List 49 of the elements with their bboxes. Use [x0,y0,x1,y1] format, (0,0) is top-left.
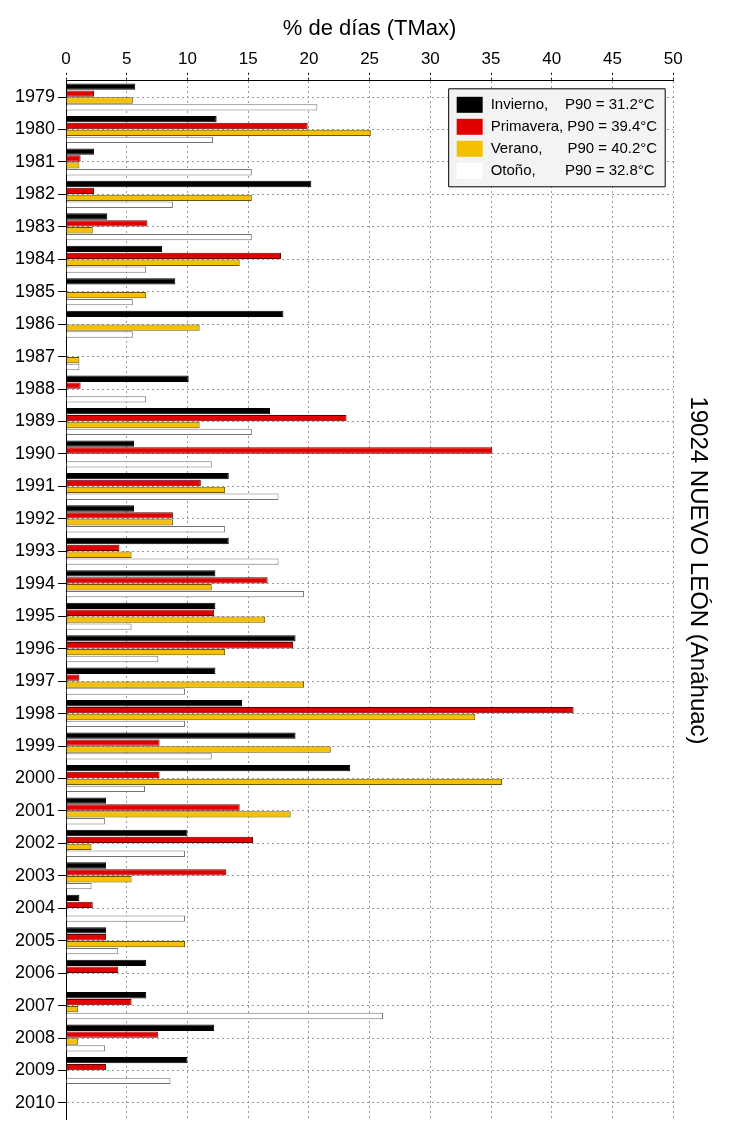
y-tick-label: 1990 [15,442,56,463]
text: 19024 NUEVO LEÓN (Anáhuac) [685,396,713,745]
x-tick-label: 35 [481,49,501,69]
x-tick-label: 25 [360,49,380,69]
x-axis-title: % de días (TMax) [282,15,457,41]
y-tick-label: 2008 [15,1027,56,1048]
legend-label: Primavera, P90 = 39.4°C [490,116,658,134]
y-tick-label: 1992 [15,507,56,528]
y-tick-label: 2005 [15,929,56,950]
x-tick-label: 30 [420,49,440,69]
x-tick-label: 5 [122,49,132,69]
y-tick-label: 1986 [15,313,56,334]
y-tick-label: 2001 [15,799,56,820]
x-tick-label: 50 [663,49,683,69]
y-tick-label: 1991 [15,475,56,496]
y-tick-label: 2002 [15,832,56,853]
y-tick-label: 1998 [15,702,56,723]
y-tick-label: 1999 [15,734,56,755]
y-tick-label: 2003 [15,864,56,885]
y-tick-label: 1982 [15,183,56,204]
y-tick-label: 1985 [15,280,56,301]
y-tick-label: 2007 [15,994,56,1015]
y-tick-label: 1980 [15,118,56,139]
legend-label: Verano, P90 = 40.2°C [490,138,658,156]
y-tick-label: 2004 [15,897,56,918]
y-tick-label: 2006 [15,962,56,983]
x-tick-label: 10 [178,49,197,69]
y-tick-label: 1997 [15,670,56,691]
y-tick-label: 1994 [15,572,56,593]
x-tick-label: 0 [61,49,71,69]
x-tick-label: 45 [603,49,622,69]
y-tick-label: 1979 [15,85,56,106]
y-tick-label: 1993 [15,540,56,561]
y-tick-label: 1981 [15,150,56,171]
y-tick-label: 2000 [15,767,56,788]
y-tick-label: 2009 [15,1059,56,1080]
legend-label: Otoño, P90 = 32.8°C [490,160,655,178]
y-tick-label: 1989 [15,410,56,431]
x-tick-label: 40 [542,49,562,69]
y-tick-label: 1984 [15,248,56,269]
y-tick-label: 1996 [15,637,56,658]
y-tick-label: 1983 [15,215,56,236]
x-tick-label: 15 [238,49,258,69]
x-tick-label: 20 [299,49,319,69]
y-tick-label: 1987 [15,345,56,366]
y-tick-label: 2010 [15,1091,56,1112]
legend-label: Invierno, P90 = 31.2°C [490,94,655,112]
y-tick-label: 1988 [15,378,56,399]
y-tick-label: 1995 [15,605,56,626]
